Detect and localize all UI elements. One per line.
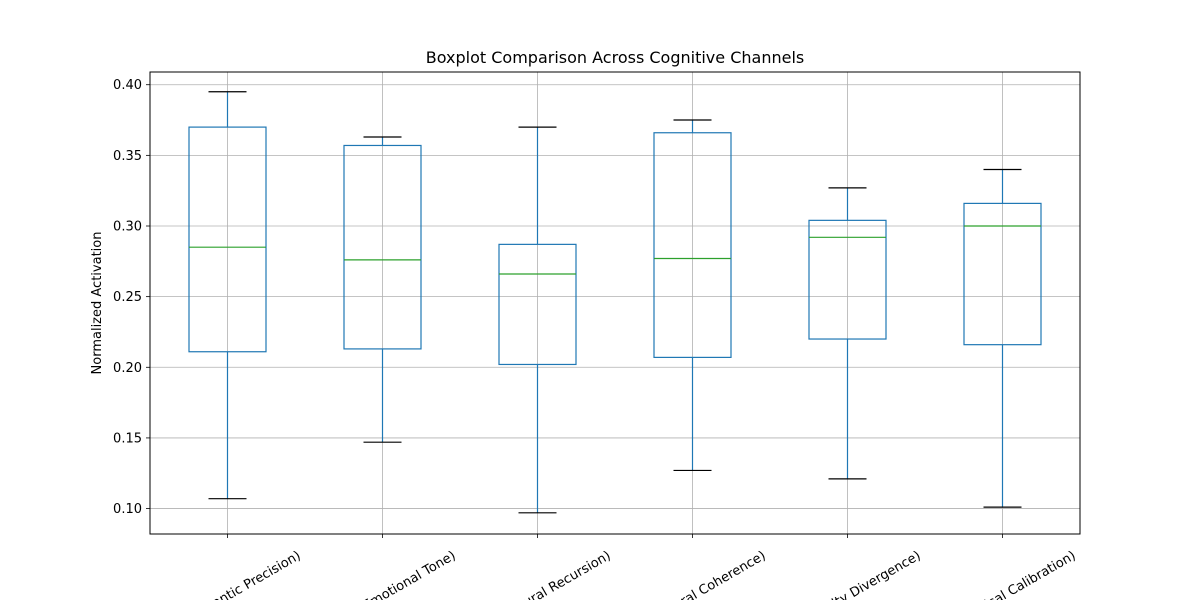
x-tick-label: Emotional Tone) (361, 548, 459, 600)
box-group (188, 91, 267, 500)
plot-area-frame (149, 71, 1081, 535)
x-tick-label: lty Divergence) (830, 548, 924, 600)
x-tick-label: ical Calibration) (982, 548, 1078, 600)
iqr-box (653, 132, 732, 358)
axis-ticks: 0.10 0.15 0.20 0.25 0.30 0.35 0.40 antic Precis… (113, 78, 1078, 600)
box-group (808, 187, 887, 480)
iqr-box (188, 126, 267, 353)
iqr-box (963, 202, 1042, 346)
x-tick-label: oral Coherence) (671, 548, 768, 600)
iqr-box (343, 144, 422, 350)
y-tick-label: 0.15 (113, 431, 142, 446)
y-axis-label: Normalized Activation (90, 232, 105, 375)
iqr-box (808, 219, 887, 340)
boxes (188, 91, 1042, 514)
box-group (498, 126, 577, 514)
iqr-box (498, 243, 577, 366)
y-tick-label: 0.25 (113, 290, 142, 305)
box-group (963, 168, 1042, 508)
y-tick-label: 0.20 (113, 361, 142, 376)
y-tick-label: 0.40 (113, 78, 142, 93)
y-tick-label: 0.10 (113, 502, 142, 517)
y-tick-label: 0.30 (113, 220, 142, 235)
box-group (343, 136, 422, 443)
grid (150, 72, 1080, 534)
x-tick-label: tural Recursion) (517, 548, 614, 600)
x-tick-label: antic Precision) (210, 548, 303, 600)
chart-title: Boxplot Comparison Across Cognitive Chan… (426, 48, 804, 67)
y-tick-label: 0.35 (113, 149, 142, 164)
box-group (653, 119, 732, 472)
